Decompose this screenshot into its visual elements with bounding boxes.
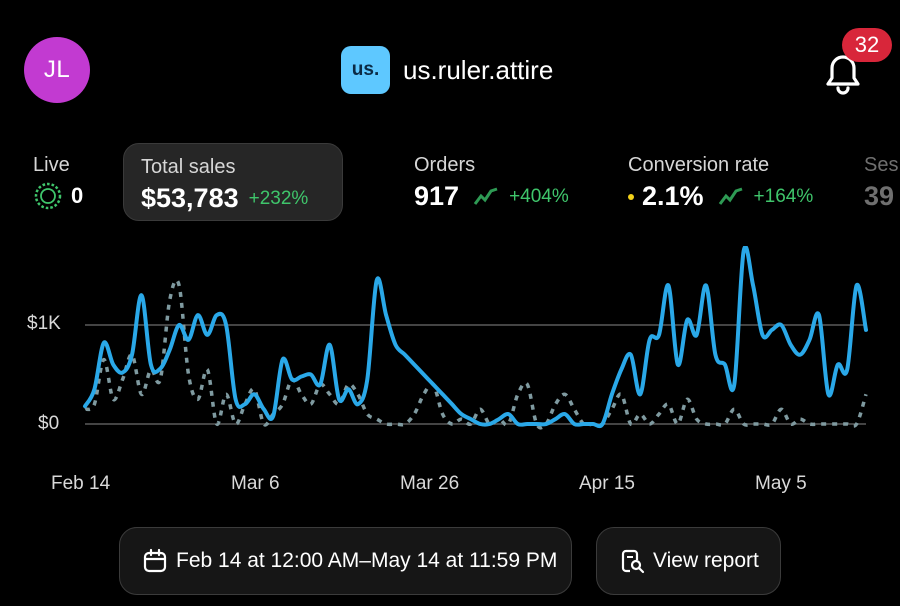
trend-up-icon — [473, 187, 498, 205]
metric-sessions-label: Ses — [864, 154, 899, 176]
metric-conversion-change: +164% — [753, 185, 814, 207]
calendar-icon — [143, 548, 167, 573]
x-tick-label: Apr 15 — [579, 473, 635, 494]
sales-series-line — [83, 246, 868, 429]
x-tick-label: May 5 — [755, 473, 807, 494]
x-tick-label: Feb 14 — [51, 473, 111, 494]
x-tick-label: Mar 26 — [400, 473, 460, 494]
metric-conversion[interactable]: Conversion rate 2.1% +164% — [628, 154, 813, 212]
metric-sessions[interactable]: Ses 39 — [864, 154, 898, 212]
metric-orders-value: 917 — [414, 181, 460, 211]
date-range-label: Feb 14 at 12:00 AM–May 14 at 11:59 PM — [176, 549, 558, 572]
notification-count: 32 — [854, 32, 880, 57]
metric-total-sales[interactable]: Total sales $53,783 +232% — [123, 143, 343, 221]
store-switcher[interactable]: us. us.ruler.attire — [341, 46, 553, 94]
metric-conversion-value: 2.1% — [642, 181, 704, 211]
comparison-series-line — [84, 278, 868, 430]
store-logo: us. — [341, 46, 390, 94]
avatar[interactable]: JL — [24, 37, 90, 103]
view-report-button[interactable]: View report — [596, 527, 781, 595]
metric-live-label: Live — [33, 154, 70, 176]
store-name: us.ruler.attire — [403, 54, 554, 85]
metric-sales-change: +232% — [248, 187, 309, 209]
bell-icon[interactable] — [818, 48, 868, 96]
report-search-icon — [621, 549, 645, 574]
live-indicator-icon — [34, 182, 62, 210]
avatar-initials: JL — [43, 56, 71, 83]
metrics-bar: Live 0 Total sales $53,783 +232% Orders … — [0, 140, 900, 226]
status-dot — [628, 193, 634, 200]
trend-up-icon — [718, 187, 743, 205]
store-logo-text: us. — [351, 59, 380, 80]
metric-orders-label: Orders — [414, 154, 476, 176]
metric-conversion-label: Conversion rate — [628, 154, 770, 176]
notification-badge: 32 — [842, 28, 892, 62]
sales-chart[interactable]: $1K $0 Feb 14 Mar 6 Mar 26 Apr 15 May 5 — [0, 246, 900, 496]
metric-live-value: 0 — [71, 183, 84, 208]
metric-orders-change: +404% — [509, 185, 569, 207]
view-report-label: View report — [653, 549, 759, 572]
metric-sessions-value: 39 — [864, 181, 895, 211]
metric-sales-value: $53,783 — [141, 183, 239, 213]
y-tick-label: $1K — [27, 313, 61, 334]
metric-orders[interactable]: Orders 917 +404% — [414, 154, 569, 212]
date-range-button[interactable]: Feb 14 at 12:00 AM–May 14 at 11:59 PM — [119, 527, 572, 595]
metric-sales-label: Total sales — [141, 156, 236, 178]
header: JL us. us.ruler.attire 32 — [0, 0, 900, 140]
chart-plot[interactable] — [0, 246, 900, 446]
x-tick-label: Mar 6 — [231, 473, 280, 494]
y-tick-label: $0 — [38, 413, 60, 434]
metric-live[interactable]: Live 0 — [33, 154, 83, 211]
